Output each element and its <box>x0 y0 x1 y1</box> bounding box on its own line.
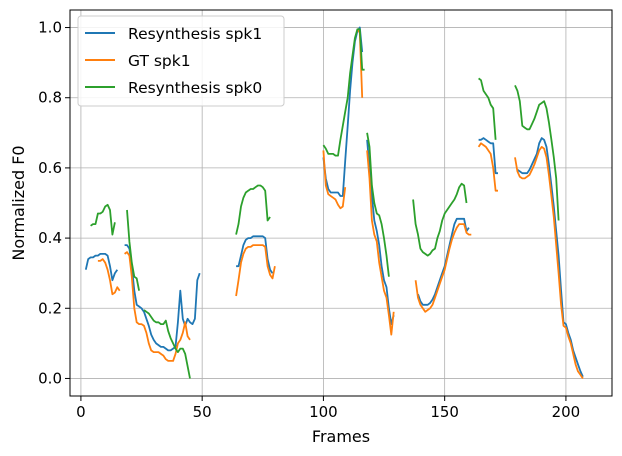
y-tick-label: 1.0 <box>38 19 62 37</box>
x-axis-ticks: 0 50 100 150 200 <box>76 396 580 421</box>
x-tick-label: 100 <box>309 403 338 421</box>
series-line-segment <box>235 184 271 235</box>
y-axis-ticks: 0.0 0.2 0.4 0.6 0.8 1.0 <box>38 19 70 387</box>
series-line-segment <box>322 150 347 210</box>
series-line-segment <box>236 235 274 274</box>
series-line-segment <box>478 77 497 140</box>
legend-label-resynthesis-spk0: Resynthesis spk0 <box>128 79 262 97</box>
axes-frame <box>69 9 613 397</box>
x-axis-label: Frames <box>312 427 370 446</box>
series-line-segment <box>90 203 116 236</box>
y-tick-label: 0.4 <box>38 229 62 247</box>
y-tick-label: 0.6 <box>38 159 62 177</box>
legend-label-gt-spk1: GT spk1 <box>128 52 191 70</box>
series-line-segment <box>412 182 468 257</box>
x-tick-label: 150 <box>430 403 459 421</box>
y-tick-label: 0.0 <box>38 369 62 387</box>
series-line-segment <box>414 223 472 313</box>
x-tick-label: 0 <box>76 403 86 421</box>
grid-lines <box>70 10 612 396</box>
series-line-segment <box>366 139 395 326</box>
x-tick-label: 50 <box>193 403 212 421</box>
x-tick-label: 200 <box>552 403 581 421</box>
series-line-segment <box>514 145 584 379</box>
series-line-segment <box>124 251 191 362</box>
series-gt-spk1 <box>97 28 584 379</box>
series-line-segment <box>124 244 201 352</box>
y-tick-label: 0.2 <box>38 299 62 317</box>
series-resynthesis-spk0 <box>90 28 560 379</box>
series-line-segment <box>477 142 498 192</box>
series-line-segment <box>84 252 119 282</box>
series-line-segment <box>322 28 365 157</box>
series-line-segment <box>235 244 276 297</box>
series-line-segment <box>97 258 121 296</box>
y-tick-label: 0.8 <box>38 89 62 107</box>
series-line-segment <box>143 309 191 379</box>
series-line-segment <box>366 132 390 277</box>
series-line-segment <box>478 137 498 175</box>
series-line-segment <box>126 209 140 291</box>
legend-box <box>77 15 285 107</box>
legend: Resynthesis spk1 GT spk1 Resynthesis spk… <box>77 15 285 107</box>
y-axis-label: Normalized F0 <box>9 145 28 260</box>
legend-label-resynthesis-spk1: Resynthesis spk1 <box>128 25 262 43</box>
series-line-segment <box>514 85 560 221</box>
series-layer <box>84 26 584 379</box>
series-line-segment <box>366 150 395 336</box>
series-line-segment <box>417 217 470 306</box>
